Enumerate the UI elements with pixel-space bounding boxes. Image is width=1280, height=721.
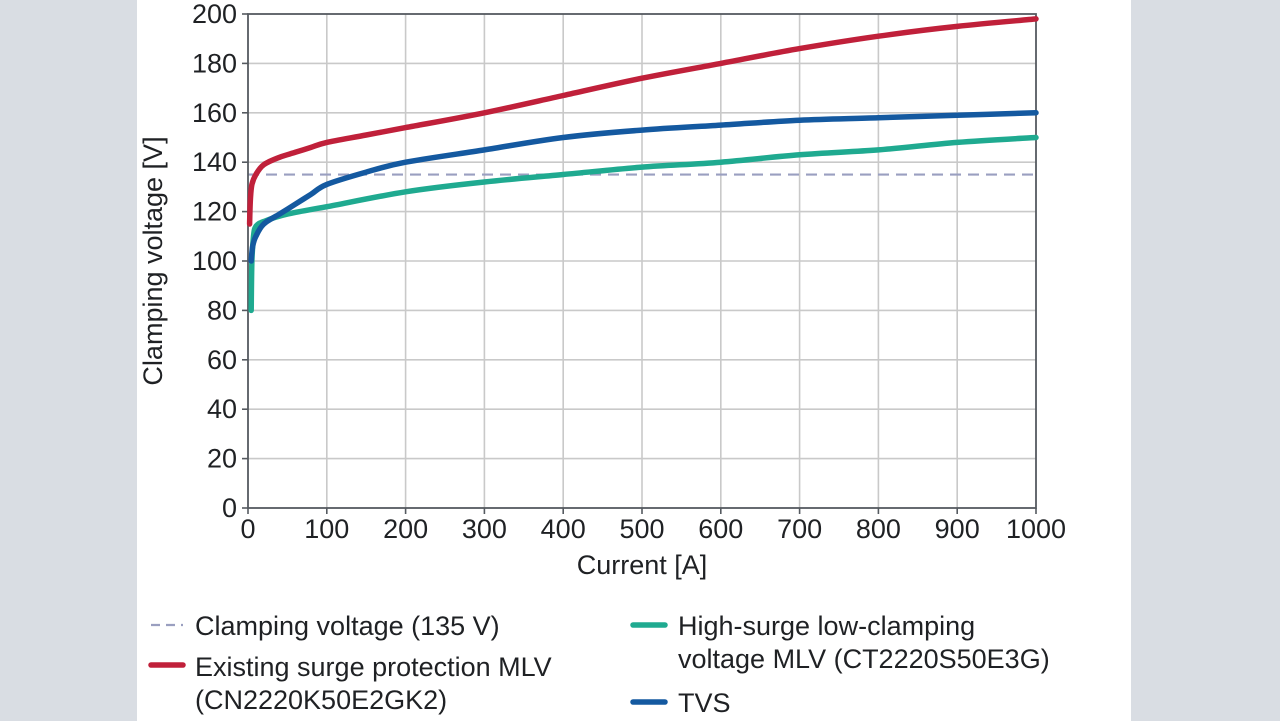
- x-tick-label: 600: [698, 514, 743, 544]
- chart-panel: 0 100 200 300 400 500 600 700 800 900 1000 0 20 40 60 8…: [137, 0, 1131, 721]
- series-line-tvs: [248, 110, 1039, 264]
- x-tick-label: 800: [856, 514, 901, 544]
- x-tick-label: 700: [777, 514, 822, 544]
- legend-label-existing-mlv: Existing surge protection MLV: [195, 652, 552, 682]
- y-axis-title: Clamping voltage [V]: [138, 136, 168, 385]
- clamping-voltage-chart: 0 100 200 300 400 500 600 700 800 900 1000 0 20 40 60 8…: [138, 0, 1066, 718]
- x-tick-label: 500: [619, 514, 664, 544]
- legend-label-existing-mlv: (CN2220K50E2GK2): [195, 685, 447, 715]
- y-tick-label: 140: [192, 147, 237, 177]
- x-tick-label: 0: [240, 514, 255, 544]
- y-tick-label: 100: [192, 246, 237, 276]
- y-tick-label: 200: [192, 0, 237, 29]
- series-line-existing-mlv: [246, 16, 1039, 227]
- x-tick-label: 100: [304, 514, 349, 544]
- y-tick-label: 80: [207, 295, 237, 325]
- x-tick-label: 200: [383, 514, 428, 544]
- y-tick-label: 60: [207, 345, 237, 375]
- y-tick-label: 40: [207, 394, 237, 424]
- y-tick-label: 0: [222, 493, 237, 523]
- x-axis-title: Current [A]: [577, 550, 708, 580]
- x-tick-label: 400: [541, 514, 586, 544]
- y-tick-label: 160: [192, 98, 237, 128]
- x-tick-label: 1000: [1006, 514, 1066, 544]
- x-tick-label: 900: [935, 514, 980, 544]
- legend-label-high-surge-mlv: voltage MLV (CT2220S50E3G): [678, 644, 1050, 674]
- legend-label-tvs: TVS: [678, 688, 731, 718]
- legend-label-high-surge-mlv: High-surge low-clamping: [678, 611, 975, 641]
- legend-label-reference: Clamping voltage (135 V): [195, 611, 500, 641]
- y-tick-label: 120: [192, 197, 237, 227]
- x-tick-label: 300: [462, 514, 507, 544]
- y-tick-label: 20: [207, 444, 237, 474]
- series-line-high-surge-mlv: [248, 134, 1039, 314]
- y-tick-label: 180: [192, 48, 237, 78]
